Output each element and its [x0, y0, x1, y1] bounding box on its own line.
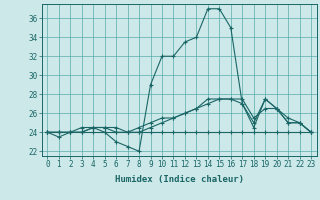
X-axis label: Humidex (Indice chaleur): Humidex (Indice chaleur): [115, 175, 244, 184]
